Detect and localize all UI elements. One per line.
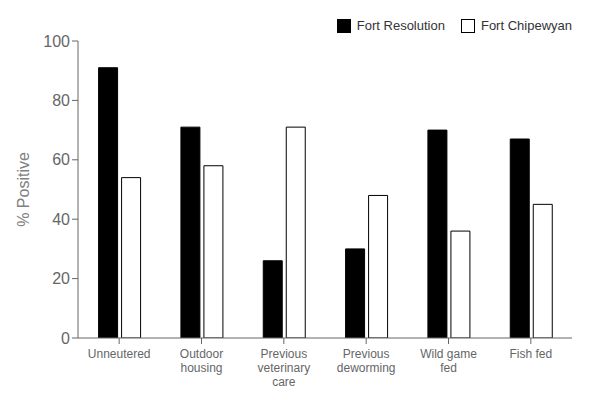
svg-text:20: 20 (52, 270, 70, 287)
svg-text:100: 100 (43, 33, 70, 50)
svg-text:Wild gamefed: Wild gamefed (420, 347, 477, 375)
svg-text:% Positive: % Positive (15, 152, 32, 227)
svg-text:Unneutered: Unneutered (88, 347, 151, 361)
svg-text:60: 60 (52, 151, 70, 168)
svg-text:0: 0 (61, 330, 70, 347)
svg-text:Previousveterinarycare: Previousveterinarycare (257, 347, 310, 389)
svg-text:Fish fed: Fish fed (509, 347, 552, 361)
html-text:Fort Chipewyan: Fort Chipewyan (481, 18, 572, 33)
svg-text:40: 40 (52, 211, 70, 228)
svg-text:Outdoorhousing: Outdoorhousing (180, 347, 223, 375)
html-text:Fort Resolution: Fort Resolution (356, 18, 445, 33)
svg-text:80: 80 (52, 92, 70, 109)
svg-text:Previousdeworming: Previousdeworming (337, 347, 396, 375)
